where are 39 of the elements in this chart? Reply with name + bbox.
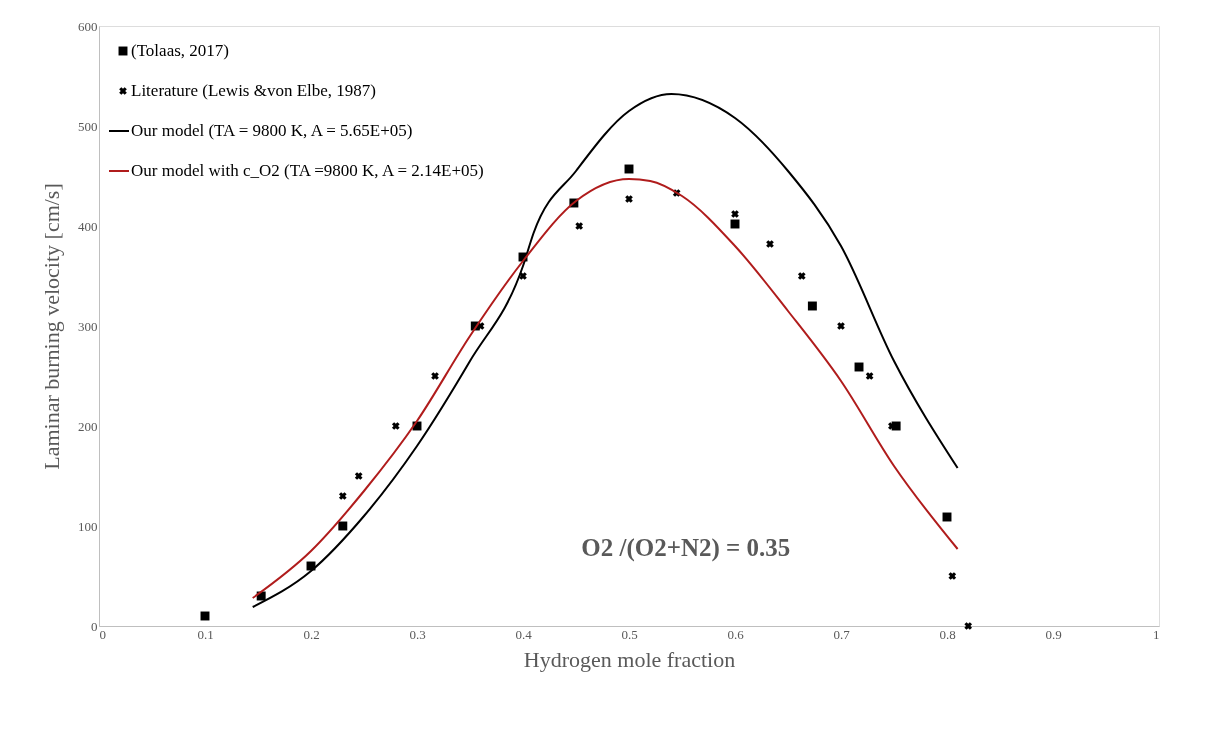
y-tick-label: 100 [78, 518, 98, 534]
y-tick-label: 600 [78, 18, 98, 34]
line-series [251, 178, 959, 599]
point [575, 222, 584, 230]
legend-label: (Tolaas, 2017) [131, 41, 229, 60]
point [354, 472, 363, 480]
legend-label: Our model (TA = 9800 K, A = 5.65E+05) [131, 121, 413, 140]
y-tick-label: 300 [78, 318, 98, 334]
point [837, 322, 845, 330]
y-axis-title: Laminar burning velocity [cm/s] [39, 183, 64, 470]
x-tick-label: 0.4 [515, 626, 533, 642]
legend-label: Literature (Lewis &von Elbe, 1987) [131, 81, 377, 100]
point [766, 240, 774, 248]
point [948, 572, 957, 580]
x-tick-label: 0.5 [621, 626, 638, 642]
point [625, 195, 633, 203]
point [865, 372, 874, 380]
point [338, 492, 347, 500]
point [797, 272, 806, 280]
x-tick-label: 0.3 [409, 626, 426, 642]
y-tick-label: 500 [78, 118, 98, 134]
y-tick-label: 400 [78, 218, 98, 234]
x-axis-title: Hydrogen mole fraction [523, 646, 736, 672]
point [731, 210, 739, 218]
x-tick-label: 0.7 [833, 626, 851, 642]
point [964, 622, 973, 630]
x-tick-label: 0.1 [197, 626, 214, 642]
x-tick-label: 0.9 [1045, 626, 1062, 642]
point [391, 422, 400, 430]
point [519, 272, 527, 280]
x-tick-label: 0.6 [727, 626, 745, 642]
x-tick-label: 0.8 [939, 626, 956, 642]
x-tick-label: 0.2 [303, 626, 320, 642]
point [431, 372, 439, 380]
point [807, 301, 817, 311]
annotation: O2 /(O2+N2) = 0.35 [581, 534, 791, 562]
legend-label: Our model with c_O2 (TA =9800 K, A = 2.14E+05) [131, 161, 484, 180]
x-tick-label: 1 [1153, 626, 1160, 642]
y-tick-label: 200 [78, 418, 98, 434]
